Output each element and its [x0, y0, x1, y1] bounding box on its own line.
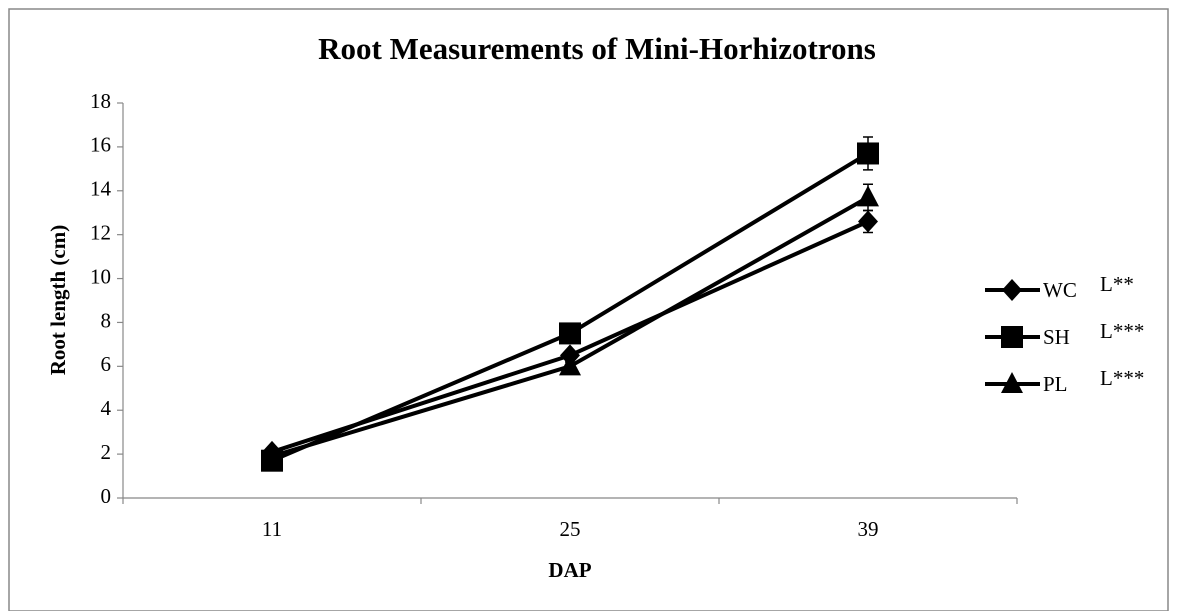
x-axis-title: DAP: [548, 558, 591, 582]
marker-diamond: [858, 210, 878, 233]
marker-triangle: [1001, 372, 1023, 393]
chart-title: Root Measurements of Mini-Horhizotrons: [318, 31, 876, 66]
y-axis-title: Root length (cm): [46, 225, 70, 375]
x-tick-label: 25: [560, 517, 581, 541]
marker-diamond: [1002, 279, 1022, 301]
legend-label: WC: [1043, 278, 1077, 302]
marker-square: [1001, 326, 1023, 348]
marker-triangle: [559, 354, 581, 376]
y-tick-label: 4: [101, 396, 112, 420]
y-tick-label: 10: [90, 264, 111, 288]
y-tick-label: 8: [101, 308, 112, 332]
y-tick-label: 12: [90, 220, 111, 244]
legend-label: SH: [1043, 325, 1070, 349]
marker-triangle: [261, 444, 283, 466]
legend-note: L***: [1100, 366, 1144, 390]
y-tick-label: 14: [90, 177, 112, 201]
chart-frame: [8, 8, 1169, 611]
y-tick-label: 6: [101, 352, 112, 376]
marker-square: [857, 142, 879, 165]
y-tick-label: 0: [101, 484, 112, 508]
x-tick-label: 39: [858, 517, 879, 541]
legend-label: PL: [1043, 372, 1068, 396]
marker-triangle: [857, 185, 879, 207]
y-tick-label: 18: [90, 89, 111, 113]
marker-square: [559, 322, 581, 345]
x-tick-label: 11: [262, 517, 282, 541]
legend-note: L**: [1100, 272, 1134, 296]
y-tick-label: 2: [101, 440, 112, 464]
legend-note: L***: [1100, 319, 1144, 343]
y-tick-label: 16: [90, 133, 111, 157]
